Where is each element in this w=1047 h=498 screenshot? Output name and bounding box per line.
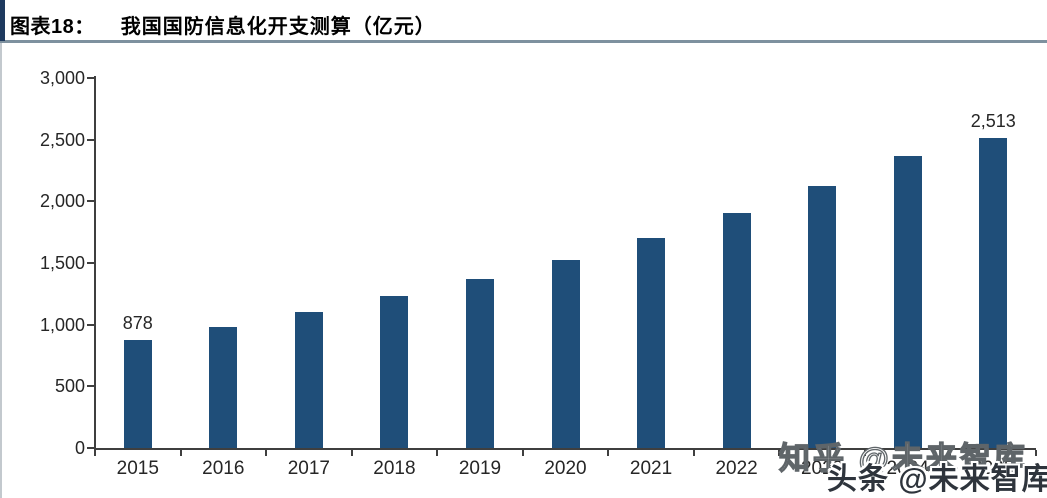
y-axis-line [94, 76, 96, 449]
x-axis-tick [521, 450, 524, 456]
page-edge-line [0, 0, 2, 498]
x-axis-tick [265, 450, 268, 456]
x-axis-tick [863, 450, 866, 456]
y-axis-tick [87, 77, 94, 79]
x-axis-category-label: 2015 [116, 458, 159, 479]
y-axis-tick [87, 323, 94, 326]
figure-title: 我国国防信息化开支测算（亿元） [120, 13, 436, 38]
y-axis-tick [87, 447, 94, 449]
x-axis-category-label: 2025 [972, 458, 1015, 479]
bar [637, 238, 666, 448]
x-axis-tick [179, 450, 182, 456]
bar [551, 260, 580, 448]
x-axis-category-label: 2021 [629, 458, 673, 479]
x-axis-tick [350, 450, 353, 456]
y-axis-tick-label: 3,000 [39, 68, 85, 88]
header-divider [0, 40, 1047, 43]
chart-header: 图表18： 我国国防信息化开支测算（亿元） [10, 9, 436, 39]
y-axis-tick [87, 385, 94, 388]
y-axis-tick-label: 2,500 [39, 129, 85, 150]
bar [893, 156, 922, 448]
x-axis-category-label: 2024 [886, 458, 929, 479]
x-axis-category-label: 2020 [544, 458, 587, 479]
x-axis-tick [1035, 450, 1037, 456]
bar [808, 186, 837, 448]
y-axis-tick-label: 1,000 [39, 314, 85, 335]
x-axis-category-label: 2019 [458, 458, 502, 479]
x-axis-category-label: 2018 [373, 458, 416, 479]
x-axis-line [94, 448, 1036, 450]
y-axis-tick-label: 500 [54, 376, 85, 397]
bar-value-label: 878 [122, 313, 153, 333]
bar-value-label: 2,513 [970, 111, 1016, 131]
x-axis-tick [94, 450, 96, 456]
bar [380, 296, 409, 448]
watermark-zhihu: 知乎 @未来智库 [778, 440, 1028, 476]
bar [979, 138, 1008, 448]
y-axis-tick-label: 2,000 [39, 191, 85, 212]
x-axis-category-label: 2016 [202, 458, 245, 479]
x-axis-tick [436, 450, 439, 456]
bar [123, 340, 152, 448]
header-accent-bar [0, 0, 5, 41]
x-axis-tick [949, 450, 952, 456]
x-axis-tick [607, 450, 610, 456]
y-axis-tick [87, 138, 94, 141]
y-axis-tick [87, 200, 94, 203]
bar [294, 312, 323, 448]
x-axis-tick [692, 450, 695, 456]
x-axis-category-label: 2023 [800, 458, 844, 479]
y-axis-tick-label: 1,500 [39, 253, 85, 273]
bar [722, 213, 751, 448]
x-axis-tick [778, 450, 781, 456]
y-axis-tick-label: 0 [74, 438, 85, 458]
bar [465, 279, 494, 448]
y-axis-tick [87, 262, 94, 264]
bar [209, 327, 238, 448]
watermark-toutiao: 头条 @未来智库 [827, 463, 1047, 496]
x-axis-category-label: 2022 [715, 458, 758, 479]
figure-number-label: 图表18： [10, 15, 95, 38]
x-axis-category-label: 2017 [287, 458, 330, 479]
